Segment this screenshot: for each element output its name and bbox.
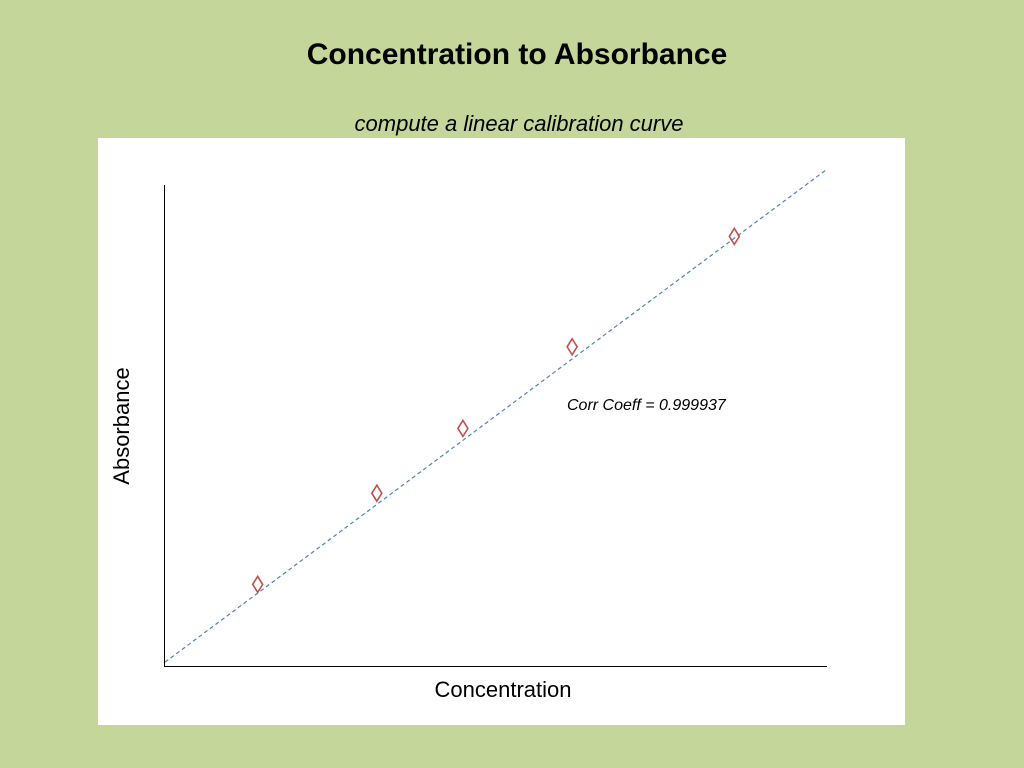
slide-subtitle: compute a linear calibration curve bbox=[354, 111, 684, 136]
data-point bbox=[456, 418, 469, 438]
data-point bbox=[728, 226, 741, 246]
data-point bbox=[370, 483, 383, 503]
trendline bbox=[164, 168, 828, 663]
x-axis-label: Concentration bbox=[435, 677, 572, 702]
data-points bbox=[251, 226, 741, 594]
correlation-annotation: Corr Coeff = 0.999937 bbox=[567, 397, 727, 414]
trendline-group bbox=[164, 168, 828, 663]
y-axis-label: Absorbance bbox=[109, 367, 134, 484]
chart-panel bbox=[98, 138, 905, 725]
data-point bbox=[566, 337, 579, 357]
data-point bbox=[251, 574, 264, 594]
slide-title: Concentration to Absorbance bbox=[306, 38, 728, 71]
